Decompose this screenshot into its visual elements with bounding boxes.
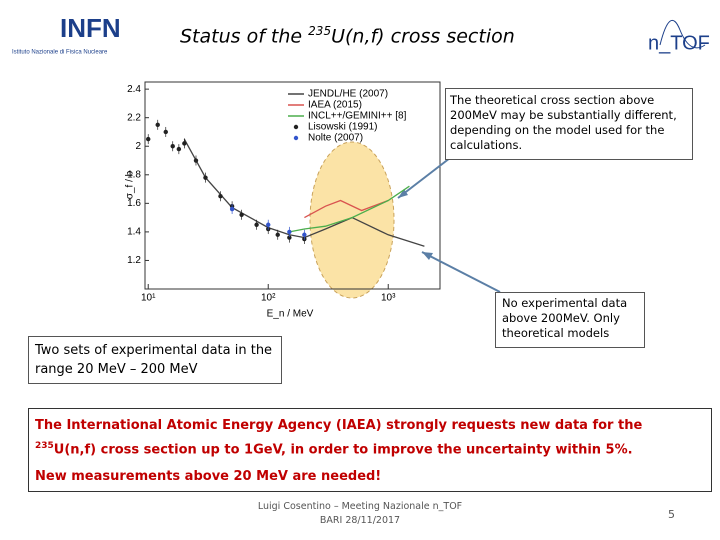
logo-right: n_TOF — [648, 32, 710, 54]
data-point — [203, 175, 208, 180]
data-point — [218, 194, 223, 199]
data-point — [239, 212, 244, 217]
request-sup: 235 — [35, 441, 54, 451]
data-point — [155, 122, 160, 128]
data-point — [275, 232, 280, 237]
x-tick-label: 10² — [261, 293, 276, 304]
data-point — [254, 222, 259, 227]
x-axis-label: E_n / MeV — [267, 309, 314, 320]
series-line — [304, 199, 389, 219]
request-text: U(n,f) cross section up to 1GeV, in orde… — [53, 442, 633, 458]
request-box: The International Atomic Energy Agency (… — [28, 408, 712, 492]
data-point — [287, 229, 292, 235]
legend-label: INCL++/GEMINI++ [8] — [308, 111, 407, 122]
y-tick-label: 1.8 — [127, 169, 141, 180]
request-line: 235U(n,f) cross section up to 1GeV, in o… — [35, 436, 705, 460]
data-point — [193, 158, 199, 163]
arrow-head — [422, 252, 433, 260]
data-point — [146, 136, 151, 142]
y-tick-label: 1.6 — [127, 198, 141, 209]
title-sup: 235 — [308, 24, 332, 38]
legend-label: IAEA (2015) — [308, 100, 362, 111]
request-line: New measurements above 20 MeV are needed… — [35, 469, 382, 485]
slide-title: Status of the 235U(n,f) cross section — [180, 24, 515, 47]
callout-no-data: No experimental data above 200MeV. Only … — [495, 292, 645, 348]
y-tick-label: 1.4 — [127, 227, 141, 238]
legend-label: Lisowski (1991) — [308, 122, 377, 133]
y-axis-label: σ_f / b — [125, 170, 136, 199]
data-point — [287, 235, 292, 240]
x-tick-label: 10¹ — [141, 293, 156, 304]
data-point — [163, 129, 168, 135]
legend-swatch — [293, 135, 299, 141]
y-tick-label: 2 — [135, 141, 141, 152]
footer: Luigi Cosentino – Meeting Nazionale n_TO… — [230, 500, 490, 528]
logo-left-sub: Istituto Nazionale di Fisica Nucleare — [12, 50, 108, 56]
legend-swatch — [293, 124, 299, 130]
highlight — [309, 141, 395, 299]
data-point — [170, 144, 175, 149]
plot-frame — [144, 81, 441, 290]
legend-label: JENDL/HE (2007) — [308, 89, 388, 100]
arrow — [397, 157, 451, 199]
data-point — [176, 146, 182, 152]
title-text: Status of the — [180, 25, 309, 48]
arrow-head — [398, 189, 408, 198]
callout-theory: The theoretical cross section above 200M… — [445, 88, 693, 160]
logo-left: INFN — [60, 13, 121, 43]
y-tick-label: 2.4 — [127, 84, 141, 95]
y-tick-label: 2.2 — [127, 112, 141, 123]
footer-author: Luigi Cosentino – Meeting Nazionale n_TO… — [257, 501, 463, 512]
data-point — [266, 222, 271, 227]
series-line — [289, 185, 410, 233]
x-tick-label: 10³ — [381, 293, 396, 304]
logo-curve — [659, 19, 706, 49]
request-line: The International Atomic Energy Agency (… — [35, 418, 643, 433]
footer-date: BARI 28/11/2017 — [319, 515, 401, 526]
title-text: U(n,f) cross section — [331, 25, 515, 48]
series-line — [183, 138, 425, 247]
data-point — [229, 206, 235, 212]
legend-label: Nolte (2007) — [308, 133, 363, 144]
arrow — [421, 251, 501, 293]
y-tick-label: 1.2 — [127, 255, 141, 266]
data-point — [182, 141, 187, 146]
data-point — [302, 232, 307, 237]
page-number: 5 — [668, 508, 675, 521]
callout-experimental: Two sets of experimental data in the ran… — [28, 336, 282, 384]
